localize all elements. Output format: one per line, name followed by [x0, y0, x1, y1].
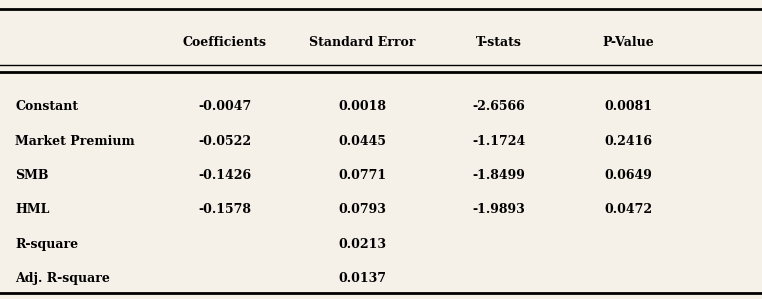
- Text: 0.0018: 0.0018: [338, 100, 386, 113]
- Text: 0.0771: 0.0771: [338, 169, 386, 182]
- Text: T-stats: T-stats: [476, 36, 522, 49]
- Text: 0.0213: 0.0213: [338, 238, 386, 251]
- Text: -1.1724: -1.1724: [472, 135, 526, 147]
- Text: 0.2416: 0.2416: [605, 135, 652, 147]
- Text: -1.8499: -1.8499: [472, 169, 526, 182]
- Text: -0.0522: -0.0522: [198, 135, 251, 147]
- Text: SMB: SMB: [15, 169, 49, 182]
- Text: -0.1426: -0.1426: [198, 169, 251, 182]
- Text: -0.0047: -0.0047: [198, 100, 251, 113]
- Text: 0.0793: 0.0793: [338, 203, 386, 216]
- Text: 0.0081: 0.0081: [605, 100, 652, 113]
- Text: Constant: Constant: [15, 100, 78, 113]
- Text: Coefficients: Coefficients: [183, 36, 267, 49]
- Text: 0.0649: 0.0649: [605, 169, 652, 182]
- Text: Market Premium: Market Premium: [15, 135, 135, 147]
- Text: P-Value: P-Value: [603, 36, 655, 49]
- Text: 0.0137: 0.0137: [338, 272, 386, 285]
- Text: 0.0445: 0.0445: [338, 135, 386, 147]
- Text: HML: HML: [15, 203, 50, 216]
- Text: -0.1578: -0.1578: [198, 203, 251, 216]
- Text: Adj. R-square: Adj. R-square: [15, 272, 110, 285]
- Text: Standard Error: Standard Error: [309, 36, 415, 49]
- Text: -1.9893: -1.9893: [472, 203, 526, 216]
- Text: 0.0472: 0.0472: [604, 203, 653, 216]
- Text: R-square: R-square: [15, 238, 78, 251]
- Text: -2.6566: -2.6566: [472, 100, 526, 113]
